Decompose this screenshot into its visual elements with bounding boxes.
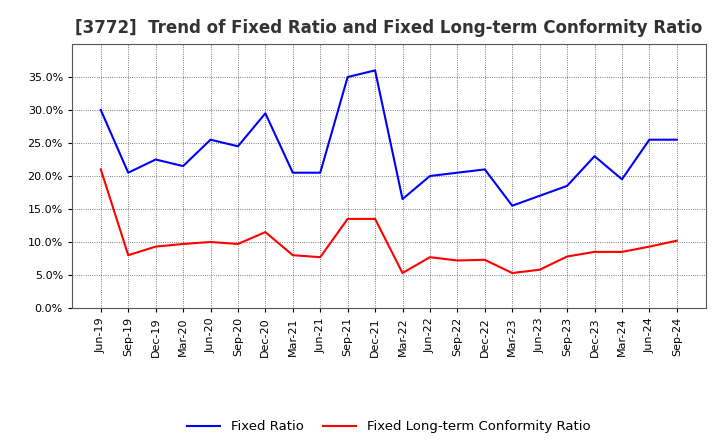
Fixed Long-term Conformity Ratio — [672, 238, 681, 243]
Fixed Long-term Conformity Ratio — [261, 230, 270, 235]
Fixed Ratio — [151, 157, 160, 162]
Fixed Long-term Conformity Ratio — [371, 216, 379, 221]
Fixed Ratio — [233, 143, 242, 149]
Fixed Ratio — [453, 170, 462, 175]
Fixed Long-term Conformity Ratio — [233, 241, 242, 246]
Fixed Long-term Conformity Ratio — [179, 241, 187, 246]
Fixed Ratio — [289, 170, 297, 175]
Fixed Long-term Conformity Ratio — [343, 216, 352, 221]
Fixed Long-term Conformity Ratio — [426, 254, 434, 260]
Fixed Ratio — [316, 170, 325, 175]
Line: Fixed Long-term Conformity Ratio: Fixed Long-term Conformity Ratio — [101, 169, 677, 273]
Fixed Long-term Conformity Ratio — [645, 244, 654, 249]
Fixed Ratio — [590, 154, 599, 159]
Line: Fixed Ratio: Fixed Ratio — [101, 70, 677, 206]
Fixed Ratio — [426, 173, 434, 179]
Fixed Long-term Conformity Ratio — [536, 267, 544, 272]
Legend: Fixed Ratio, Fixed Long-term Conformity Ratio: Fixed Ratio, Fixed Long-term Conformity … — [182, 415, 595, 439]
Fixed Long-term Conformity Ratio — [618, 249, 626, 254]
Fixed Long-term Conformity Ratio — [590, 249, 599, 254]
Fixed Ratio — [508, 203, 516, 209]
Fixed Long-term Conformity Ratio — [96, 167, 105, 172]
Fixed Long-term Conformity Ratio — [453, 258, 462, 263]
Fixed Ratio — [124, 170, 132, 175]
Fixed Long-term Conformity Ratio — [151, 244, 160, 249]
Fixed Ratio — [179, 163, 187, 169]
Fixed Ratio — [96, 107, 105, 113]
Fixed Long-term Conformity Ratio — [316, 254, 325, 260]
Fixed Ratio — [343, 74, 352, 80]
Fixed Long-term Conformity Ratio — [398, 270, 407, 275]
Fixed Long-term Conformity Ratio — [563, 254, 572, 259]
Fixed Long-term Conformity Ratio — [508, 270, 516, 275]
Fixed Long-term Conformity Ratio — [206, 239, 215, 245]
Fixed Long-term Conformity Ratio — [480, 257, 489, 262]
Fixed Ratio — [371, 68, 379, 73]
Fixed Long-term Conformity Ratio — [124, 253, 132, 258]
Fixed Ratio — [536, 193, 544, 198]
Fixed Ratio — [480, 167, 489, 172]
Fixed Ratio — [645, 137, 654, 142]
Fixed Ratio — [261, 110, 270, 116]
Fixed Long-term Conformity Ratio — [289, 253, 297, 258]
Title: [3772]  Trend of Fixed Ratio and Fixed Long-term Conformity Ratio: [3772] Trend of Fixed Ratio and Fixed Lo… — [75, 19, 703, 37]
Fixed Ratio — [398, 196, 407, 202]
Fixed Ratio — [563, 183, 572, 188]
Fixed Ratio — [206, 137, 215, 142]
Fixed Ratio — [618, 176, 626, 182]
Fixed Ratio — [672, 137, 681, 142]
